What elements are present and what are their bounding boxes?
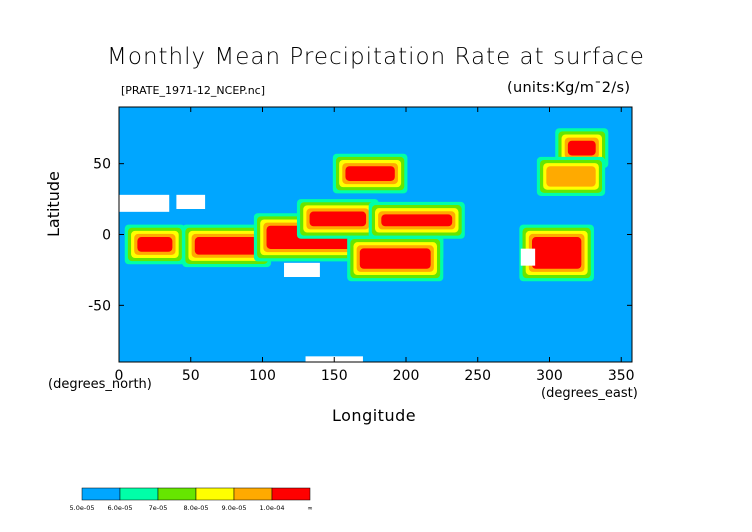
precip-region-4-level-5 bbox=[309, 211, 367, 227]
colorbar-label-5: 9.0e-05 bbox=[222, 504, 247, 512]
precip-region-5-level-5 bbox=[381, 214, 453, 227]
x-tick-label: 250 bbox=[464, 368, 491, 384]
file-label: [PRATE_1971-12_NCEP.nc] bbox=[121, 84, 266, 97]
colorbar-swatch-1 bbox=[81, 487, 121, 501]
x-tick-label: 100 bbox=[249, 368, 276, 384]
precip-region-8-level-5 bbox=[137, 237, 173, 252]
colorbar-swatch-2 bbox=[119, 487, 159, 501]
x-tick-label: 50 bbox=[182, 368, 200, 384]
colorbar-swatch-5 bbox=[233, 487, 273, 501]
precip-region-6-level-5 bbox=[359, 248, 431, 269]
no-data-region-2 bbox=[176, 194, 206, 209]
y-axis-units: (degrees_north) bbox=[48, 377, 152, 392]
precip-region-2-level-5 bbox=[194, 237, 259, 255]
colorbar-swatch-4 bbox=[195, 487, 235, 501]
y-tick-label: 0 bbox=[102, 228, 111, 244]
y-tick-label: -50 bbox=[88, 298, 111, 314]
no-data-region-5 bbox=[520, 248, 536, 266]
chart-title: Monthly Mean Precipitation Rate at surfa… bbox=[107, 44, 645, 70]
y-tick-label: 50 bbox=[93, 157, 111, 173]
precip-region-9-level-5 bbox=[345, 166, 395, 181]
colorbar-label-1: 5.0e-05 bbox=[70, 504, 95, 512]
precip-region-11-level-4 bbox=[546, 166, 596, 187]
x-tick-label: 350 bbox=[608, 368, 635, 384]
precip-region-7-level-5 bbox=[531, 237, 582, 269]
no-data-region-1 bbox=[119, 194, 170, 212]
colorbar-label-7: ∞ bbox=[307, 504, 312, 512]
x-tick-label: 150 bbox=[321, 368, 348, 384]
no-data-region-3 bbox=[284, 262, 320, 277]
colorbar-swatch-3 bbox=[157, 487, 197, 501]
colorbar-label-3: 7e-05 bbox=[149, 504, 168, 512]
x-tick-label: 200 bbox=[393, 368, 420, 384]
units-label: (units:Kg/m¯2/s) bbox=[507, 80, 631, 96]
x-tick-label: 0 bbox=[115, 368, 124, 384]
x-axis-units: (degrees_east) bbox=[541, 386, 638, 401]
colorbar-label-2: 6.0e-05 bbox=[108, 504, 133, 512]
colorbar-swatch-6 bbox=[271, 487, 311, 501]
colorbar-label-4: 8.0e-05 bbox=[184, 504, 209, 512]
x-tick-label: 300 bbox=[536, 368, 563, 384]
precip-region-10-level-5 bbox=[567, 140, 596, 156]
colorbar-label-6: 1.0e-04 bbox=[260, 504, 285, 512]
x-axis-label: Longitude bbox=[332, 406, 417, 425]
